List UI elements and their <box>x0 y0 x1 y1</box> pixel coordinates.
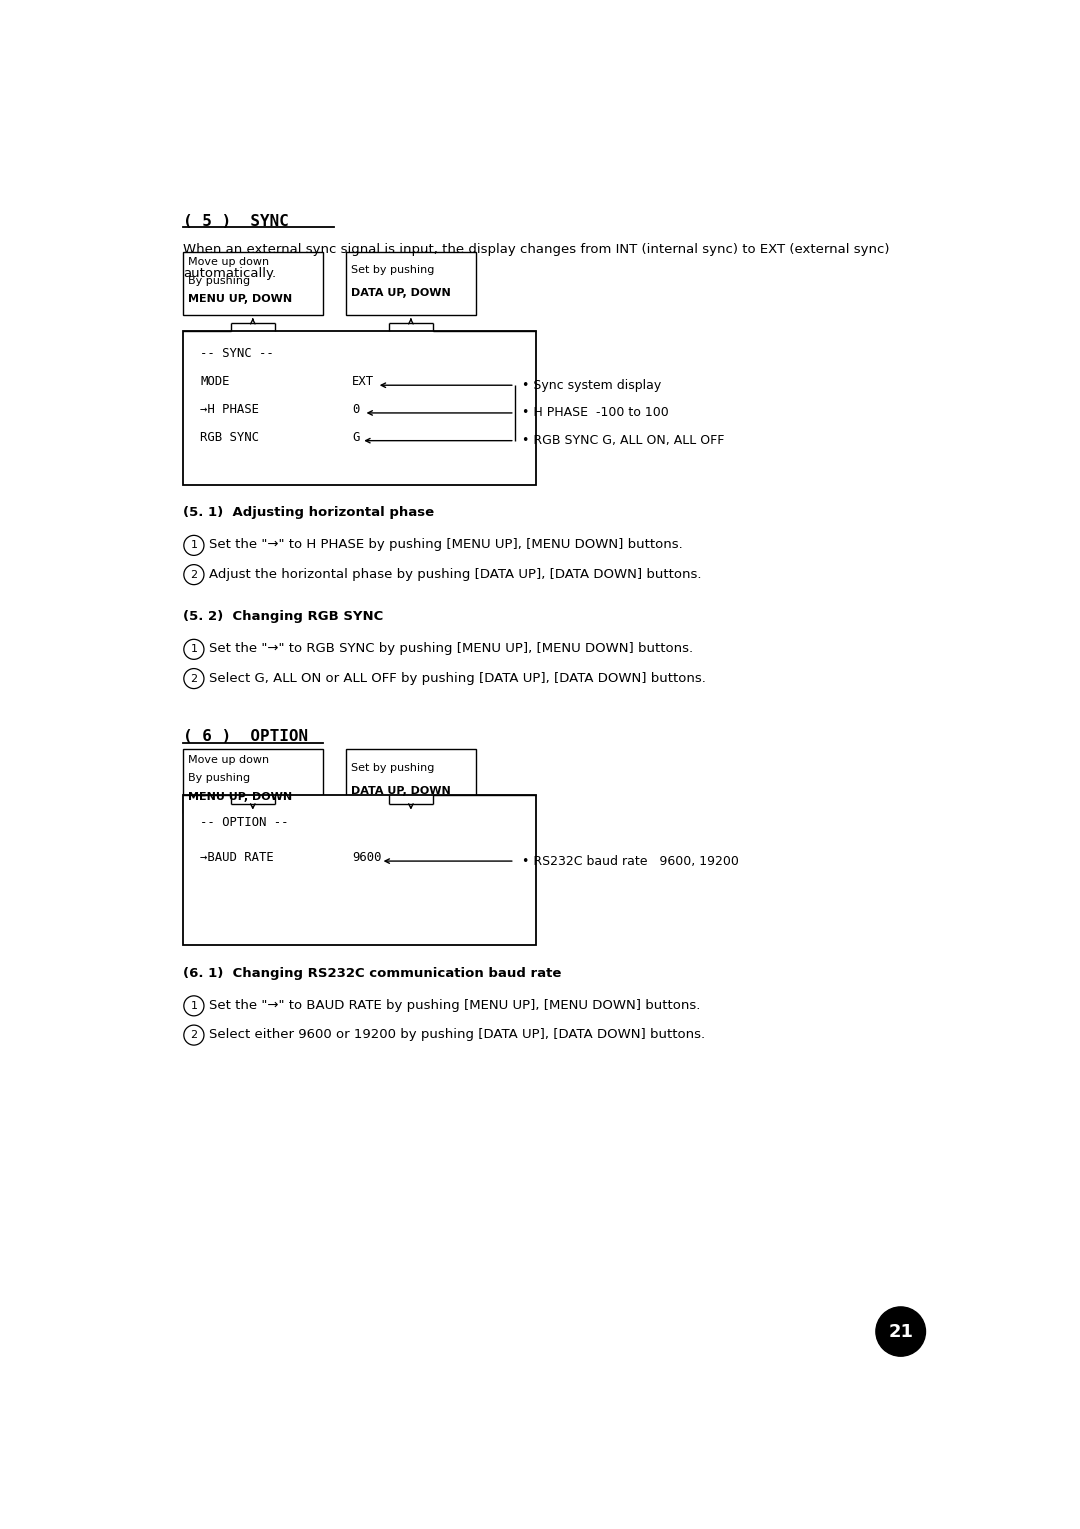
Text: 2: 2 <box>190 1031 198 1040</box>
Text: →H PHASE: →H PHASE <box>200 404 259 416</box>
Text: Set the "→" to RGB SYNC by pushing [MENU UP], [MENU DOWN] buttons.: Set the "→" to RGB SYNC by pushing [MENU… <box>208 642 692 656</box>
Text: When an external sync signal is input, the display changes from INT (internal sy: When an external sync signal is input, t… <box>183 243 890 255</box>
Bar <box>183 252 323 315</box>
Text: 1: 1 <box>190 1001 198 1011</box>
Text: 1: 1 <box>190 644 198 654</box>
Text: Move up down: Move up down <box>189 755 270 764</box>
Text: →BAUD RATE: →BAUD RATE <box>200 852 274 864</box>
Text: -- SYNC --: -- SYNC -- <box>200 347 274 361</box>
Text: automatically.: automatically. <box>183 268 276 280</box>
Text: Set by pushing: Set by pushing <box>351 763 434 772</box>
Text: G: G <box>352 431 360 443</box>
Text: 0: 0 <box>352 404 360 416</box>
Text: • Sync system display: • Sync system display <box>523 379 662 391</box>
Text: Move up down: Move up down <box>189 257 270 268</box>
Text: By pushing: By pushing <box>189 774 251 783</box>
Text: RGB SYNC: RGB SYNC <box>200 431 259 443</box>
Text: DATA UP, DOWN: DATA UP, DOWN <box>351 786 451 795</box>
Text: Select G, ALL ON or ALL OFF by pushing [DATA UP], [DATA DOWN] buttons.: Select G, ALL ON or ALL OFF by pushing [… <box>208 671 705 685</box>
Text: 2: 2 <box>190 674 198 683</box>
Text: (6. 1)  Changing RS232C communication baud rate: (6. 1) Changing RS232C communication bau… <box>183 966 562 980</box>
Text: • H PHASE  -100 to 100: • H PHASE -100 to 100 <box>523 407 670 419</box>
Text: EXT: EXT <box>352 375 374 388</box>
Text: ( 6 )  OPTION: ( 6 ) OPTION <box>183 729 308 745</box>
Text: 9600: 9600 <box>352 852 381 864</box>
Text: Select either 9600 or 19200 by pushing [DATA UP], [DATA DOWN] buttons.: Select either 9600 or 19200 by pushing [… <box>208 1027 705 1041</box>
Text: MENU UP, DOWN: MENU UP, DOWN <box>189 792 293 801</box>
Bar <box>183 330 536 485</box>
Text: 21: 21 <box>888 1323 914 1341</box>
Text: (5. 2)  Changing RGB SYNC: (5. 2) Changing RGB SYNC <box>183 610 383 622</box>
Text: • RGB SYNC G, ALL ON, ALL OFF: • RGB SYNC G, ALL ON, ALL OFF <box>523 434 725 446</box>
Text: MENU UP, DOWN: MENU UP, DOWN <box>189 295 293 304</box>
Text: 1: 1 <box>190 540 198 550</box>
Text: Set the "→" to H PHASE by pushing [MENU UP], [MENU DOWN] buttons.: Set the "→" to H PHASE by pushing [MENU … <box>208 538 683 552</box>
Text: By pushing: By pushing <box>189 275 251 286</box>
Bar <box>346 749 476 812</box>
Text: • RS232C baud rate   9600, 19200: • RS232C baud rate 9600, 19200 <box>523 855 740 867</box>
Text: DATA UP, DOWN: DATA UP, DOWN <box>351 287 451 298</box>
Bar <box>346 252 476 315</box>
Text: (5. 1)  Adjusting horizontal phase: (5. 1) Adjusting horizontal phase <box>183 506 434 520</box>
Bar <box>183 795 536 945</box>
Circle shape <box>876 1307 926 1356</box>
Text: Set the "→" to BAUD RATE by pushing [MENU UP], [MENU DOWN] buttons.: Set the "→" to BAUD RATE by pushing [MEN… <box>208 998 700 1012</box>
Text: Adjust the horizontal phase by pushing [DATA UP], [DATA DOWN] buttons.: Adjust the horizontal phase by pushing [… <box>208 567 701 581</box>
Text: -- OPTION --: -- OPTION -- <box>200 816 288 829</box>
Text: ( 5 )  SYNC: ( 5 ) SYNC <box>183 214 289 228</box>
Bar <box>183 749 323 812</box>
Text: Set by pushing: Set by pushing <box>351 265 434 275</box>
Text: 2: 2 <box>190 570 198 579</box>
Text: MODE: MODE <box>200 375 230 388</box>
